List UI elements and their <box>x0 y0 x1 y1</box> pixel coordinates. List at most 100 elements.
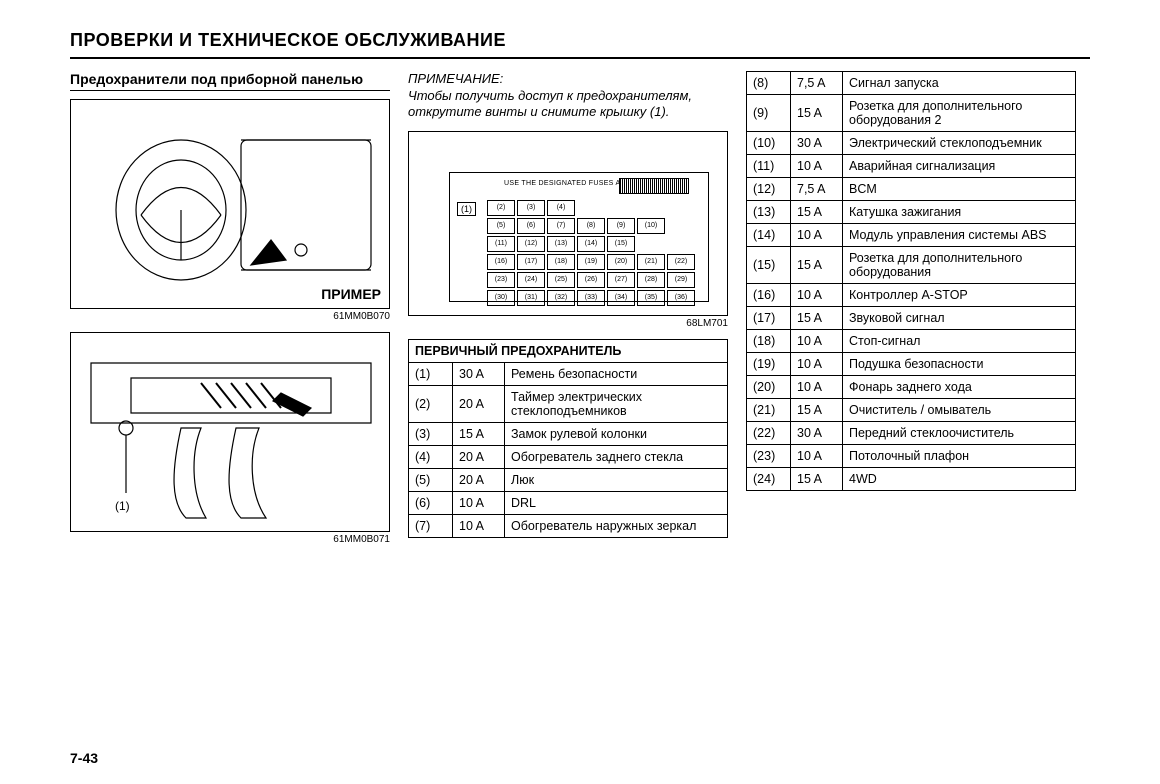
cell-number: (1) <box>409 362 453 385</box>
cell-number: (5) <box>409 468 453 491</box>
cell-amperage: 15 A <box>791 468 843 491</box>
cell-description: Люк <box>505 468 728 491</box>
cell-number: (8) <box>747 72 791 95</box>
fuse-cell: (24) <box>517 272 545 288</box>
cell-number: (20) <box>747 376 791 399</box>
figure3-code: 68LM701 <box>408 318 728 329</box>
fuse-cell: (20) <box>607 254 635 270</box>
fuse-cell: (13) <box>547 236 575 252</box>
table-row: (16)10 AКонтроллер A-STOP <box>747 284 1076 307</box>
cell-amperage: 7,5 A <box>791 72 843 95</box>
cell-number: (19) <box>747 353 791 376</box>
cell-description: Потолочный плафон <box>843 445 1076 468</box>
cell-description: Таймер электрических стеклоподъемников <box>505 385 728 422</box>
cell-amperage: 15 A <box>791 307 843 330</box>
figure1-code: 61MM0B070 <box>70 311 390 322</box>
table-row: (6)10 ADRL <box>409 491 728 514</box>
cell-number: (13) <box>747 201 791 224</box>
column-right: (8)7,5 AСигнал запуска(9)15 AРозетка для… <box>746 71 1076 555</box>
cell-description: Фонарь заднего хода <box>843 376 1076 399</box>
fuse-cell: (12) <box>517 236 545 252</box>
cell-amperage: 15 A <box>791 95 843 132</box>
fuse-cell: (3) <box>517 200 545 216</box>
figure-dashboard: ПРИМЕР <box>70 99 390 309</box>
table-row: (13)15 AКатушка зажигания <box>747 201 1076 224</box>
fuse-cell: (14) <box>577 236 605 252</box>
cell-description: Контроллер A-STOP <box>843 284 1076 307</box>
fuse-cell: (35) <box>637 290 665 306</box>
table-row: (7)10 AОбогреватель наруж­ных зеркал <box>409 514 728 537</box>
fuse-cell: (11) <box>487 236 515 252</box>
cell-number: (23) <box>747 445 791 468</box>
cell-description: Стоп-сигнал <box>843 330 1076 353</box>
table-row: (17)15 AЗвуковой сигнал <box>747 307 1076 330</box>
cell-number: (7) <box>409 514 453 537</box>
cell-amperage: 10 A <box>791 284 843 307</box>
figure-footwell: ​ (1) <box>70 332 390 532</box>
cell-amperage: 15 A <box>791 201 843 224</box>
table-row: (1)30 AРемень безопасности <box>409 362 728 385</box>
cell-number: (18) <box>747 330 791 353</box>
table-row: (2)20 AТаймер электрических стеклоподъем… <box>409 385 728 422</box>
fuse-cell: (22) <box>667 254 695 270</box>
fuse-cell: (2) <box>487 200 515 216</box>
cell-amperage: 20 A <box>453 445 505 468</box>
cell-description: Модуль управления системы ABS <box>843 224 1076 247</box>
cell-number: (11) <box>747 155 791 178</box>
cell-number: (14) <box>747 224 791 247</box>
cell-description: Обогреватель заднего стекла <box>505 445 728 468</box>
table-row: (18)10 AСтоп-сигнал <box>747 330 1076 353</box>
cell-description: Очиститель / омыватель <box>843 399 1076 422</box>
fuse-cell: (8) <box>577 218 605 234</box>
cell-description: Катушка зажигания <box>843 201 1076 224</box>
cell-number: (12) <box>747 178 791 201</box>
fuse-cell: (25) <box>547 272 575 288</box>
table-row: (3)15 AЗамок рулевой колонки <box>409 422 728 445</box>
note-body: Чтобы получить доступ к предохрани­телям… <box>408 88 728 121</box>
fuse-cell: (31) <box>517 290 545 306</box>
fuse-cell: (33) <box>577 290 605 306</box>
table-row: (11)10 AАварийная сигнализа­ция <box>747 155 1076 178</box>
figure2-code: 61MM0B071 <box>70 534 390 545</box>
cell-amperage: 10 A <box>791 353 843 376</box>
cell-description: Передний стеклоочис­титель <box>843 422 1076 445</box>
cell-amperage: 15 A <box>453 422 505 445</box>
fuse-cell: (4) <box>547 200 575 216</box>
fuse-cell: (6) <box>517 218 545 234</box>
column-middle: ПРИМЕЧАНИЕ: Чтобы получить доступ к пред… <box>408 71 728 555</box>
cell-description: Звуковой сигнал <box>843 307 1076 330</box>
cell-amperage: 20 A <box>453 385 505 422</box>
fuse-cell: (29) <box>667 272 695 288</box>
table-header: ПЕРВИЧНЫЙ ПРЕДОХРАНИТЕЛЬ <box>409 339 728 362</box>
cell-description: Розетка для дополни­тельного оборудовани… <box>843 247 1076 284</box>
fuse-cell: (32) <box>547 290 575 306</box>
content-columns: Предохранители под приборной панелью ПРИ… <box>70 71 1090 555</box>
cell-number: (10) <box>747 132 791 155</box>
figure2-ref: (1) <box>115 499 130 513</box>
table-row: (20)10 AФонарь заднего хода <box>747 376 1076 399</box>
fuse-cell: (30) <box>487 290 515 306</box>
fuse-cell: (23) <box>487 272 515 288</box>
table-row: (8)7,5 AСигнал запуска <box>747 72 1076 95</box>
table-row: (12)7,5 ABCM <box>747 178 1076 201</box>
table-row: (15)15 AРозетка для дополни­тельного обо… <box>747 247 1076 284</box>
table-row: (21)15 AОчиститель / омыватель <box>747 399 1076 422</box>
table-row: (4)20 AОбогреватель заднего стекла <box>409 445 728 468</box>
page-title: ПРОВЕРКИ И ТЕХНИЧЕСКОЕ ОБСЛУЖИВАНИЕ <box>70 30 1090 59</box>
cell-amperage: 15 A <box>791 247 843 284</box>
fuse-cell: (7) <box>547 218 575 234</box>
cell-description: Сигнал запуска <box>843 72 1076 95</box>
cell-number: (3) <box>409 422 453 445</box>
fuse-cell: (34) <box>607 290 635 306</box>
cell-amperage: 20 A <box>453 468 505 491</box>
cell-amperage: 10 A <box>453 514 505 537</box>
fuse-grid: (2)(3)(4)(5)(6)(7)(8)(9)(10)(11)(12)(13)… <box>487 200 695 306</box>
fuse-cell: (10) <box>637 218 665 234</box>
fuse-cell: (18) <box>547 254 575 270</box>
barcode-icon <box>619 178 689 194</box>
cell-description: DRL <box>505 491 728 514</box>
cell-description: Ремень безопасности <box>505 362 728 385</box>
cell-amperage: 30 A <box>453 362 505 385</box>
note-title: ПРИМЕЧАНИЕ: <box>408 71 728 86</box>
cell-description: Подушка безопасности <box>843 353 1076 376</box>
